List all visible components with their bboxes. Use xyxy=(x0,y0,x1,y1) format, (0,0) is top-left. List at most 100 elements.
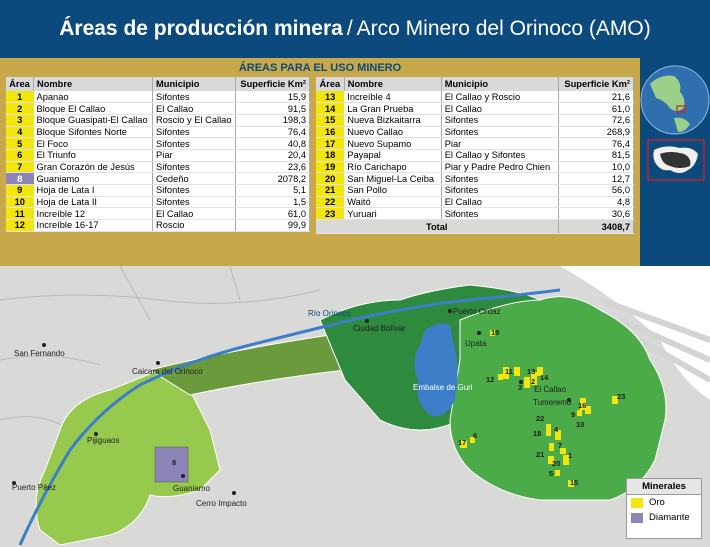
total-label: Total xyxy=(316,219,559,235)
cell-area: 10 xyxy=(6,196,34,209)
table-row: 6 El Triunfo Piar 20,4 xyxy=(6,149,310,162)
cell-nombre: Increíble 4 xyxy=(344,91,442,104)
label-embalse: Embalse de Guri xyxy=(413,383,473,392)
cell-nombre: Increíble 16-17 xyxy=(33,219,154,232)
cell-area: 18 xyxy=(316,149,345,162)
region-mid-green xyxy=(449,296,667,501)
table-row: 5 El Foco Sifontes 40,8 xyxy=(6,137,310,150)
table-row: 3 Bloque Guasipati-El Callao Roscio y El C… xyxy=(6,114,310,127)
cell-municipio: Sifontes xyxy=(441,172,559,185)
legend-title: Minerales xyxy=(627,479,701,495)
cell-nombre: Apanao xyxy=(33,91,154,104)
cell-area: 1 xyxy=(6,91,34,104)
label-cerro-impacto: Cerro Impacto xyxy=(196,499,247,508)
cell-sup: 56,0 xyxy=(558,184,635,197)
cell-area: 16 xyxy=(316,126,345,139)
cell-area: 20 xyxy=(316,172,345,185)
cell-sup: 20,4 xyxy=(235,149,310,162)
area-number-9: 9 xyxy=(571,410,575,419)
cell-municipio: Sifontes xyxy=(152,196,237,209)
table-row: 16 Nuevo Callao Sifontes 268,9 xyxy=(316,126,635,139)
area-number-19: 19 xyxy=(491,328,499,337)
cell-municipio: Sifontes xyxy=(152,184,237,197)
cell-area: 17 xyxy=(316,137,345,150)
header-area: Área xyxy=(6,77,35,91)
table-row: 9 Hoja de Lata I Sifontes 5,1 xyxy=(6,184,310,197)
area-number-1: 1 xyxy=(568,451,572,460)
minerals-legend: Minerales Oro Diamante xyxy=(626,478,702,539)
area-number-11: 11 xyxy=(505,367,513,376)
cell-nombre: El Foco xyxy=(33,137,154,150)
cell-sup: 1,5 xyxy=(235,196,310,209)
legend-label-diamante: Diamante xyxy=(649,512,690,523)
table-row: 7 Gran Corazón de Jesús Sifontes 23,6 xyxy=(6,161,310,174)
table-row: 14 La Gran Prueba El Callao 61,0 xyxy=(316,102,635,115)
cell-sup: 10,0 xyxy=(558,161,635,174)
title-separator: / xyxy=(346,17,353,40)
cell-municipio: Roscio y El Callao xyxy=(152,114,237,127)
cell-nombre: San Pollo xyxy=(344,184,442,197)
table-row: 11 Increíble 12 El Callao 61,0 xyxy=(6,207,310,221)
cell-sup: 61,0 xyxy=(558,102,635,115)
area-number-23: 23 xyxy=(617,392,625,401)
table-row: 12 Increíble 16-17 Roscio 99,9 xyxy=(6,219,310,232)
areas-panel: ÁREAS PARA EL USO MINERO Área Nombre Mun… xyxy=(0,58,640,266)
cell-sup: 23,6 xyxy=(235,161,310,174)
cell-area: 14 xyxy=(316,102,345,115)
cell-area: 19 xyxy=(316,161,345,174)
cell-nombre: Gran Corazón de Jesús xyxy=(33,161,154,174)
city-dots xyxy=(12,309,571,495)
label-tumeremo: Tumeremo xyxy=(533,398,572,407)
area-number-10: 10 xyxy=(576,420,584,429)
cell-area: 23 xyxy=(316,207,345,221)
cell-nombre: Nuevo Supamo xyxy=(344,137,442,150)
cell-sup: 76,4 xyxy=(235,126,310,139)
region-olive-band xyxy=(148,334,346,396)
rio-orinoco-line xyxy=(18,288,561,546)
label-puerto-ordaz-1: Puerto Ordaz xyxy=(453,307,501,316)
cell-sup: 15,9 xyxy=(235,91,310,104)
areas-table-left: Área Nombre Municipio Superficie Km² 1 Ap… xyxy=(6,77,310,232)
area-number-20: 20 xyxy=(552,459,560,468)
total-row: Total 3408,7 xyxy=(316,219,635,235)
oro-area-markers xyxy=(460,330,618,487)
cell-nombre: El Triunfo xyxy=(33,149,154,162)
cell-sup: 81,5 xyxy=(558,149,635,162)
header-area: Área xyxy=(316,77,345,91)
table-row: 20 San Miguel-La Ceiba Sifontes 12,7 xyxy=(316,172,635,185)
cell-nombre: Nuevo Callao xyxy=(344,126,442,139)
table-row: 4 Bloque Sifontes Norte Sifontes 76,4 xyxy=(6,126,310,139)
label-caicara: Caicara del Orinoco xyxy=(132,367,203,376)
area-number-8: 8 xyxy=(172,458,176,467)
cell-municipio: Sifontes xyxy=(441,126,559,139)
area-number-4: 4 xyxy=(554,425,559,434)
cell-municipio: Piar y Padre Pedro Chien xyxy=(441,161,559,174)
cell-municipio: Cedeño xyxy=(152,172,237,185)
globe-highlight-box xyxy=(676,105,686,113)
cell-sup: 40,8 xyxy=(235,137,310,150)
cell-municipio: Sifontes xyxy=(441,207,559,221)
header-nombre: Nombre xyxy=(344,77,442,91)
cell-area: 6 xyxy=(6,149,34,162)
cell-area: 15 xyxy=(316,114,345,127)
label-guaniamo: Guaniamo xyxy=(173,484,210,493)
cell-sup: 61,0 xyxy=(235,207,310,221)
table-row: 21 San Pollo Sifontes 56,0 xyxy=(316,184,635,197)
area-number-13: 13 xyxy=(527,367,535,376)
cell-area: 12 xyxy=(6,219,34,232)
page-header: Áreas de producción minera / Arco Minero… xyxy=(0,0,710,58)
cell-nombre: Bloque El Callao xyxy=(33,102,154,115)
area-number-21: 21 xyxy=(536,450,544,459)
areas-table-right: Área Nombre Municipio Superficie Km² 13 I… xyxy=(316,77,635,235)
total-value: 3408,7 xyxy=(558,219,635,235)
cell-area: 11 xyxy=(6,207,34,221)
area-number-18: 18 xyxy=(533,429,541,438)
area-8-diamante xyxy=(154,446,189,483)
cell-nombre: Nueva Bizkaitarra xyxy=(344,114,442,127)
cell-nombre: Payapal xyxy=(344,149,442,162)
area-number-14: 14 xyxy=(540,373,549,382)
cell-area: 21 xyxy=(316,184,345,197)
cell-municipio: El Callao xyxy=(152,102,237,115)
region-light-green xyxy=(35,369,221,546)
